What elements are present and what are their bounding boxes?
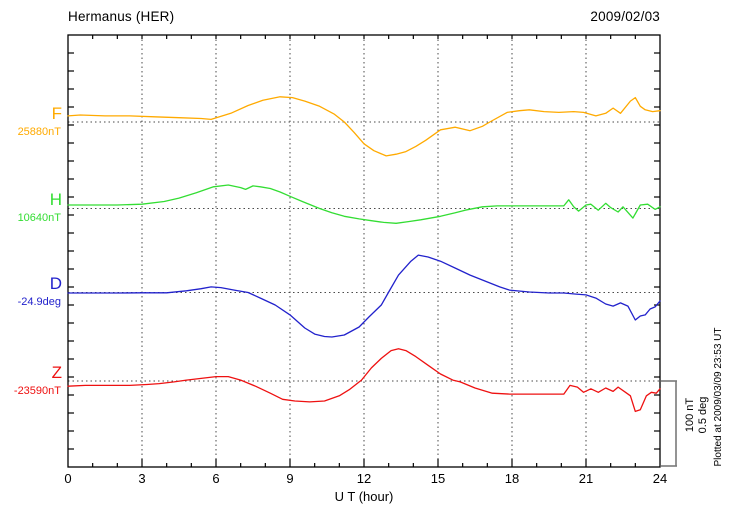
trace-baseline-h: 10640nT [17, 212, 61, 224]
scale-bar-label-deg: 0.5 deg [697, 396, 709, 434]
date-label: 2009/02/03 [590, 9, 660, 24]
trace-baseline-z: -23590nT [13, 385, 61, 397]
trace-letter-z: Z [51, 363, 62, 382]
x-tick-15: 15 [430, 471, 446, 486]
trace-label-d: D -24.9deg [0, 275, 62, 308]
x-tick-18: 18 [504, 471, 520, 486]
x-tick-12: 12 [356, 471, 372, 486]
trace-label-f: F 25880nT [0, 105, 62, 138]
scale-bar-label-nt: 100 nT [684, 397, 696, 433]
x-tick-3: 3 [138, 471, 146, 486]
trace-letter-h: H [49, 190, 62, 209]
trace-d [67, 254, 661, 338]
x-tick-9: 9 [286, 471, 294, 486]
trace-h [67, 184, 661, 224]
trace-letter-d: D [49, 274, 62, 293]
x-tick-0: 0 [64, 471, 72, 486]
trace-f [67, 96, 661, 157]
x-tick-6: 6 [212, 471, 220, 486]
plotted-at-note: Plotted at 2009/03/09 23:53 UT [713, 327, 724, 467]
trace-label-h: H 10640nT [0, 191, 62, 224]
x-axis-label: U T (hour) [334, 489, 394, 504]
scale-bar-label: 100 nT 0.5 deg [684, 370, 712, 460]
trace-baseline-d: -24.9deg [17, 296, 61, 308]
trace-z [67, 348, 661, 413]
x-tick-21: 21 [578, 471, 594, 486]
page-title: Hermanus (HER) [68, 9, 175, 24]
trace-baseline-f: 25880nT [17, 126, 61, 138]
x-tick-24: 24 [652, 471, 668, 486]
trace-label-z: Z -23590nT [0, 364, 62, 397]
trace-letter-f: F [51, 104, 62, 123]
